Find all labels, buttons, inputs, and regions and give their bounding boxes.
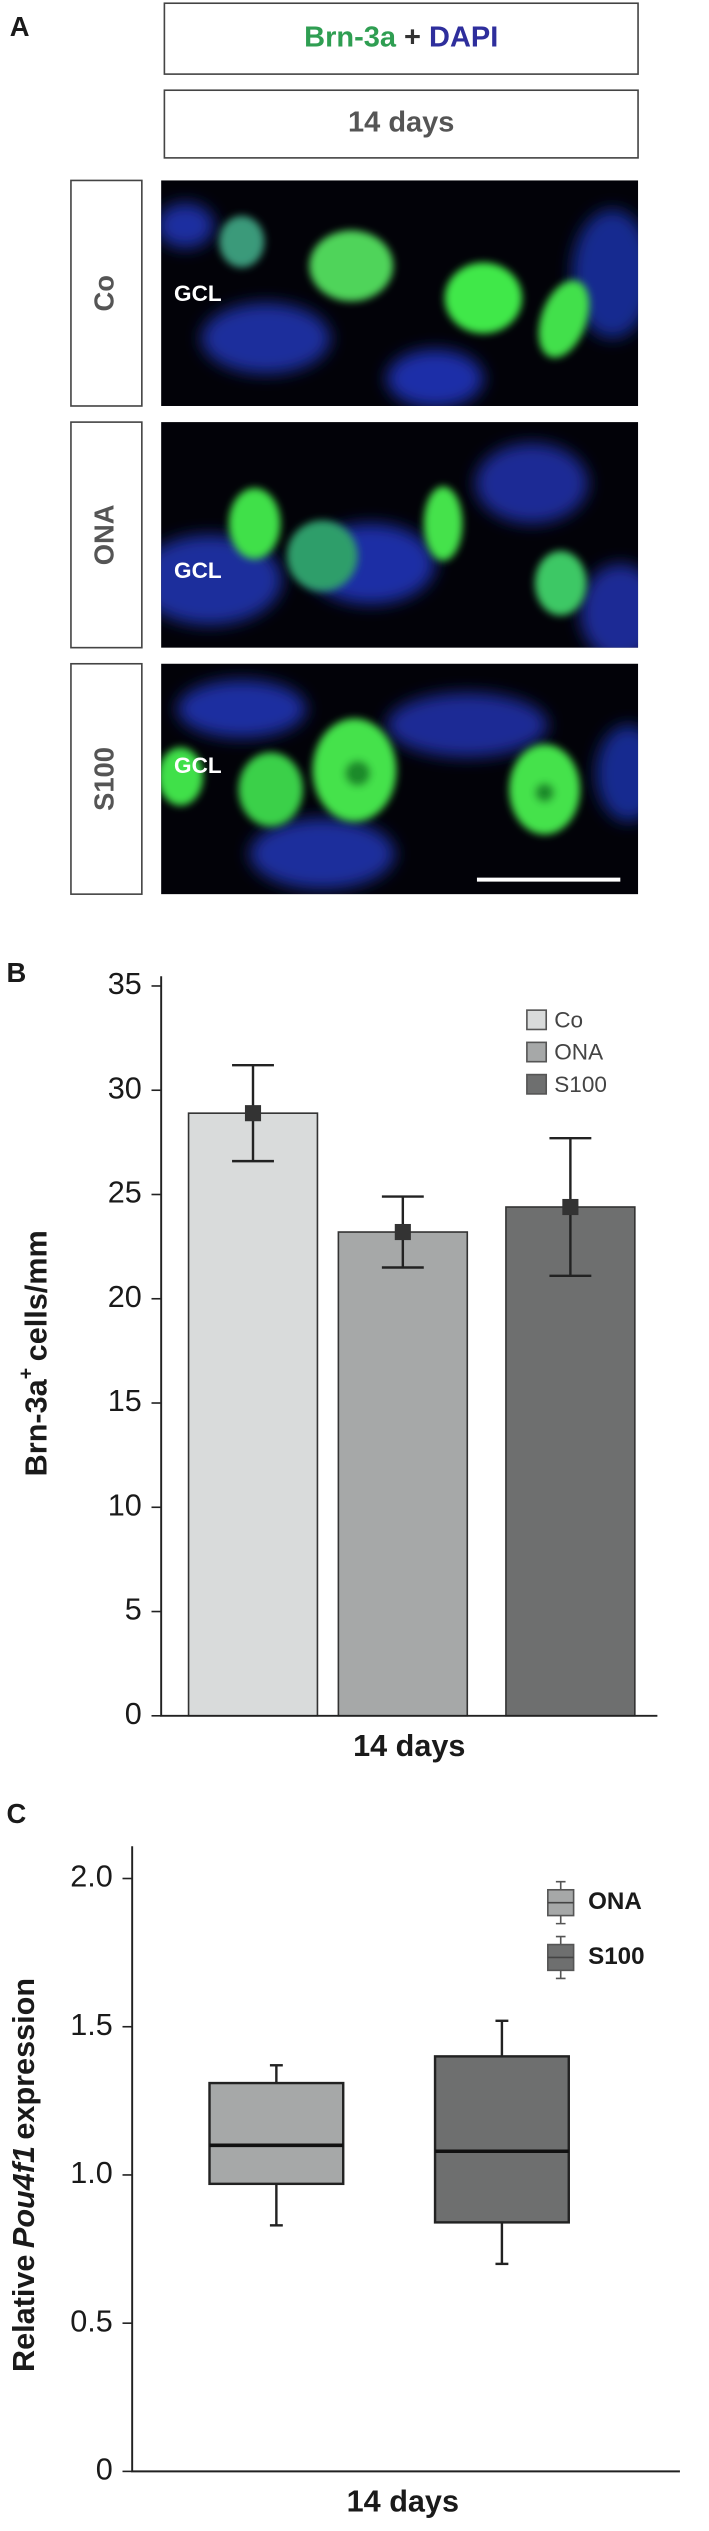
y-axis-label: Brn-3a+ cells/mm <box>16 1230 54 1476</box>
y-tick-label: 10 <box>108 1488 142 1522</box>
layer-label: GCL <box>174 558 222 583</box>
panel-title: Brn-3a + DAPI <box>304 21 498 53</box>
panel-subtitle: 14 days <box>348 107 454 139</box>
axes <box>160 976 658 1717</box>
legend-swatch <box>526 1009 548 1031</box>
axes <box>131 1846 680 2473</box>
mean-marker <box>394 1223 411 1241</box>
bar <box>505 1206 636 1717</box>
y-tick-label: 25 <box>108 1176 142 1210</box>
x-axis-label: 14 days <box>347 2485 459 2519</box>
legend-swatch <box>526 1073 548 1095</box>
mean-marker <box>244 1105 262 1122</box>
bar <box>337 1231 469 1717</box>
y-axis-label-part: + <box>16 1368 38 1380</box>
y-tick-label: 1.0 <box>70 2156 113 2190</box>
layer-label: GCL <box>174 281 222 306</box>
mean-marker <box>562 1198 579 1216</box>
y-axis-label-part: Brn-3a <box>20 1378 54 1476</box>
title-part: + <box>404 21 421 53</box>
y-tick-label: 1.5 <box>70 2008 113 2042</box>
legend-swatch <box>526 1041 548 1063</box>
title-part: Brn-3a <box>304 21 397 53</box>
bar <box>187 1112 319 1717</box>
panel-letter: A <box>10 11 30 42</box>
row-label: ONA <box>89 504 120 565</box>
y-axis-label-part: cells/mm <box>20 1230 54 1361</box>
y-tick-label: 0 <box>125 1697 142 1731</box>
legend-label: ONA <box>554 1040 603 1065</box>
legend-label: ONA <box>588 1888 642 1915</box>
panel-letter: B <box>7 957 27 988</box>
x-axis-label: 14 days <box>353 1729 465 1763</box>
y-axis-label-part: Pou4f1 <box>7 2146 41 2248</box>
frames <box>70 2 639 895</box>
title-part: DAPI <box>429 21 498 53</box>
legend-label: Co <box>554 1007 583 1032</box>
y-axis-label-part: expression <box>7 1978 41 2140</box>
micrographs <box>161 180 639 895</box>
row-label: Co <box>89 275 120 312</box>
box <box>433 2055 570 2224</box>
y-axis-label: Relative Pou4f1 expression <box>7 1978 41 2372</box>
y-tick-label: 2.0 <box>70 1860 113 1894</box>
y-tick-label: 35 <box>108 967 142 1001</box>
box <box>208 2081 345 2186</box>
row-label: S100 <box>89 747 120 811</box>
y-tick-label: 30 <box>108 1071 142 1105</box>
y-tick-label: 15 <box>108 1384 142 1418</box>
y-tick-label: 0 <box>96 2452 113 2486</box>
y-tick-label: 5 <box>125 1593 142 1627</box>
y-axis-label-part: Relative <box>7 2255 41 2372</box>
layer-label: GCL <box>174 753 222 778</box>
panel-letter: C <box>7 1798 27 1829</box>
legend-label: S100 <box>588 1943 644 1970</box>
legend-label: S100 <box>554 1072 607 1097</box>
y-tick-label: 20 <box>108 1280 142 1314</box>
y-tick-label: 0.5 <box>70 2304 113 2338</box>
